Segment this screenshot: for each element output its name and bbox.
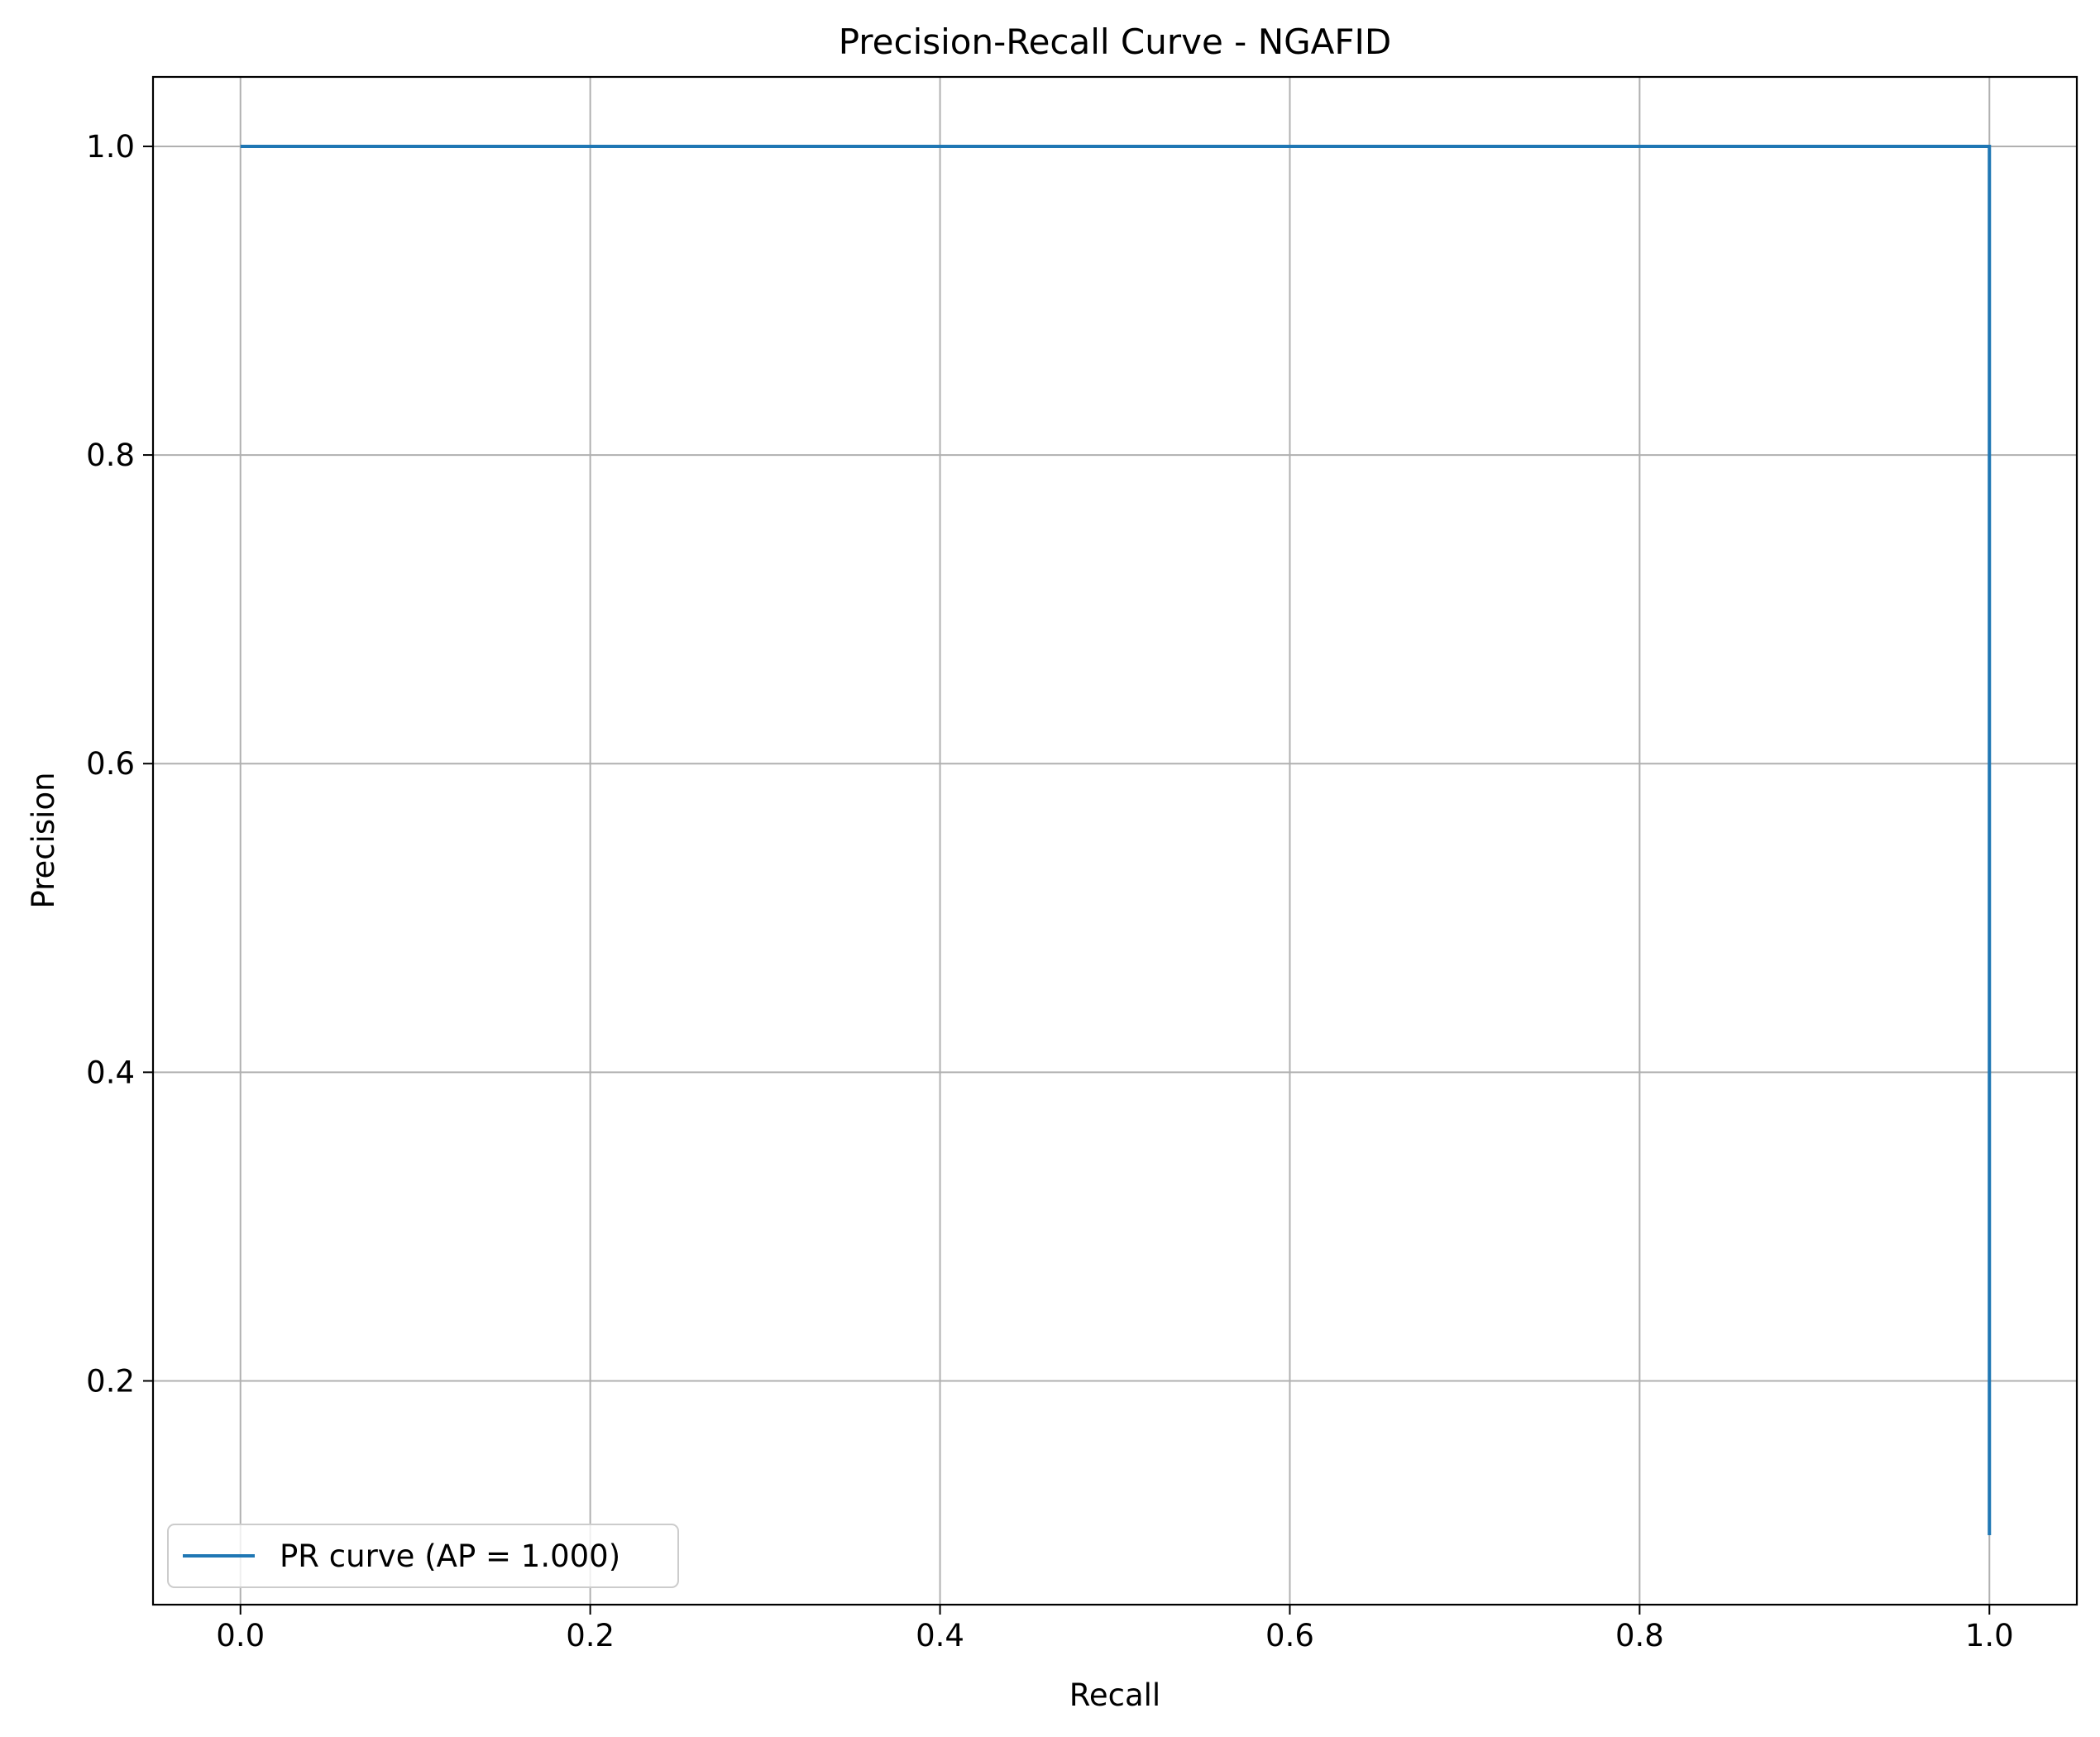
plot-frame [151, 75, 2078, 1606]
legend: PR curve (AP = 1.000) [167, 1524, 679, 1588]
y-tick-label: 0.6 [86, 746, 135, 782]
x-tick-label: 0.8 [1615, 1618, 1664, 1653]
y-tick-label: 0.8 [86, 438, 135, 473]
plot-area-background [153, 77, 2077, 1605]
x-axis-label: Recall [1069, 1677, 1160, 1713]
chart-title: Precision-Recall Curve - NGAFID [839, 22, 1392, 62]
y-axis-label: Precision [26, 772, 61, 908]
x-tick-label: 0.6 [1265, 1618, 1314, 1653]
pr-curve-line [240, 144, 1992, 1536]
y-tick-label: 1.0 [86, 129, 135, 165]
series-lines [240, 144, 1992, 1536]
x-tick-label: 0.0 [216, 1618, 265, 1653]
legend-box [167, 1524, 679, 1588]
y-tick-label: 0.2 [86, 1363, 135, 1399]
x-tick-label: 1.0 [1965, 1618, 2014, 1653]
axis-ticks: 0.0 0.2 0.4 0.6 0.8 1.0 0.2 0.4 0.6 0.8 1.0 [86, 129, 2014, 1653]
y-tick-label: 0.4 [86, 1055, 135, 1090]
x-tick-label: 0.2 [566, 1618, 615, 1653]
x-tick-label: 0.4 [916, 1618, 964, 1653]
legend-label: PR curve (AP = 1.000) [280, 1538, 620, 1574]
